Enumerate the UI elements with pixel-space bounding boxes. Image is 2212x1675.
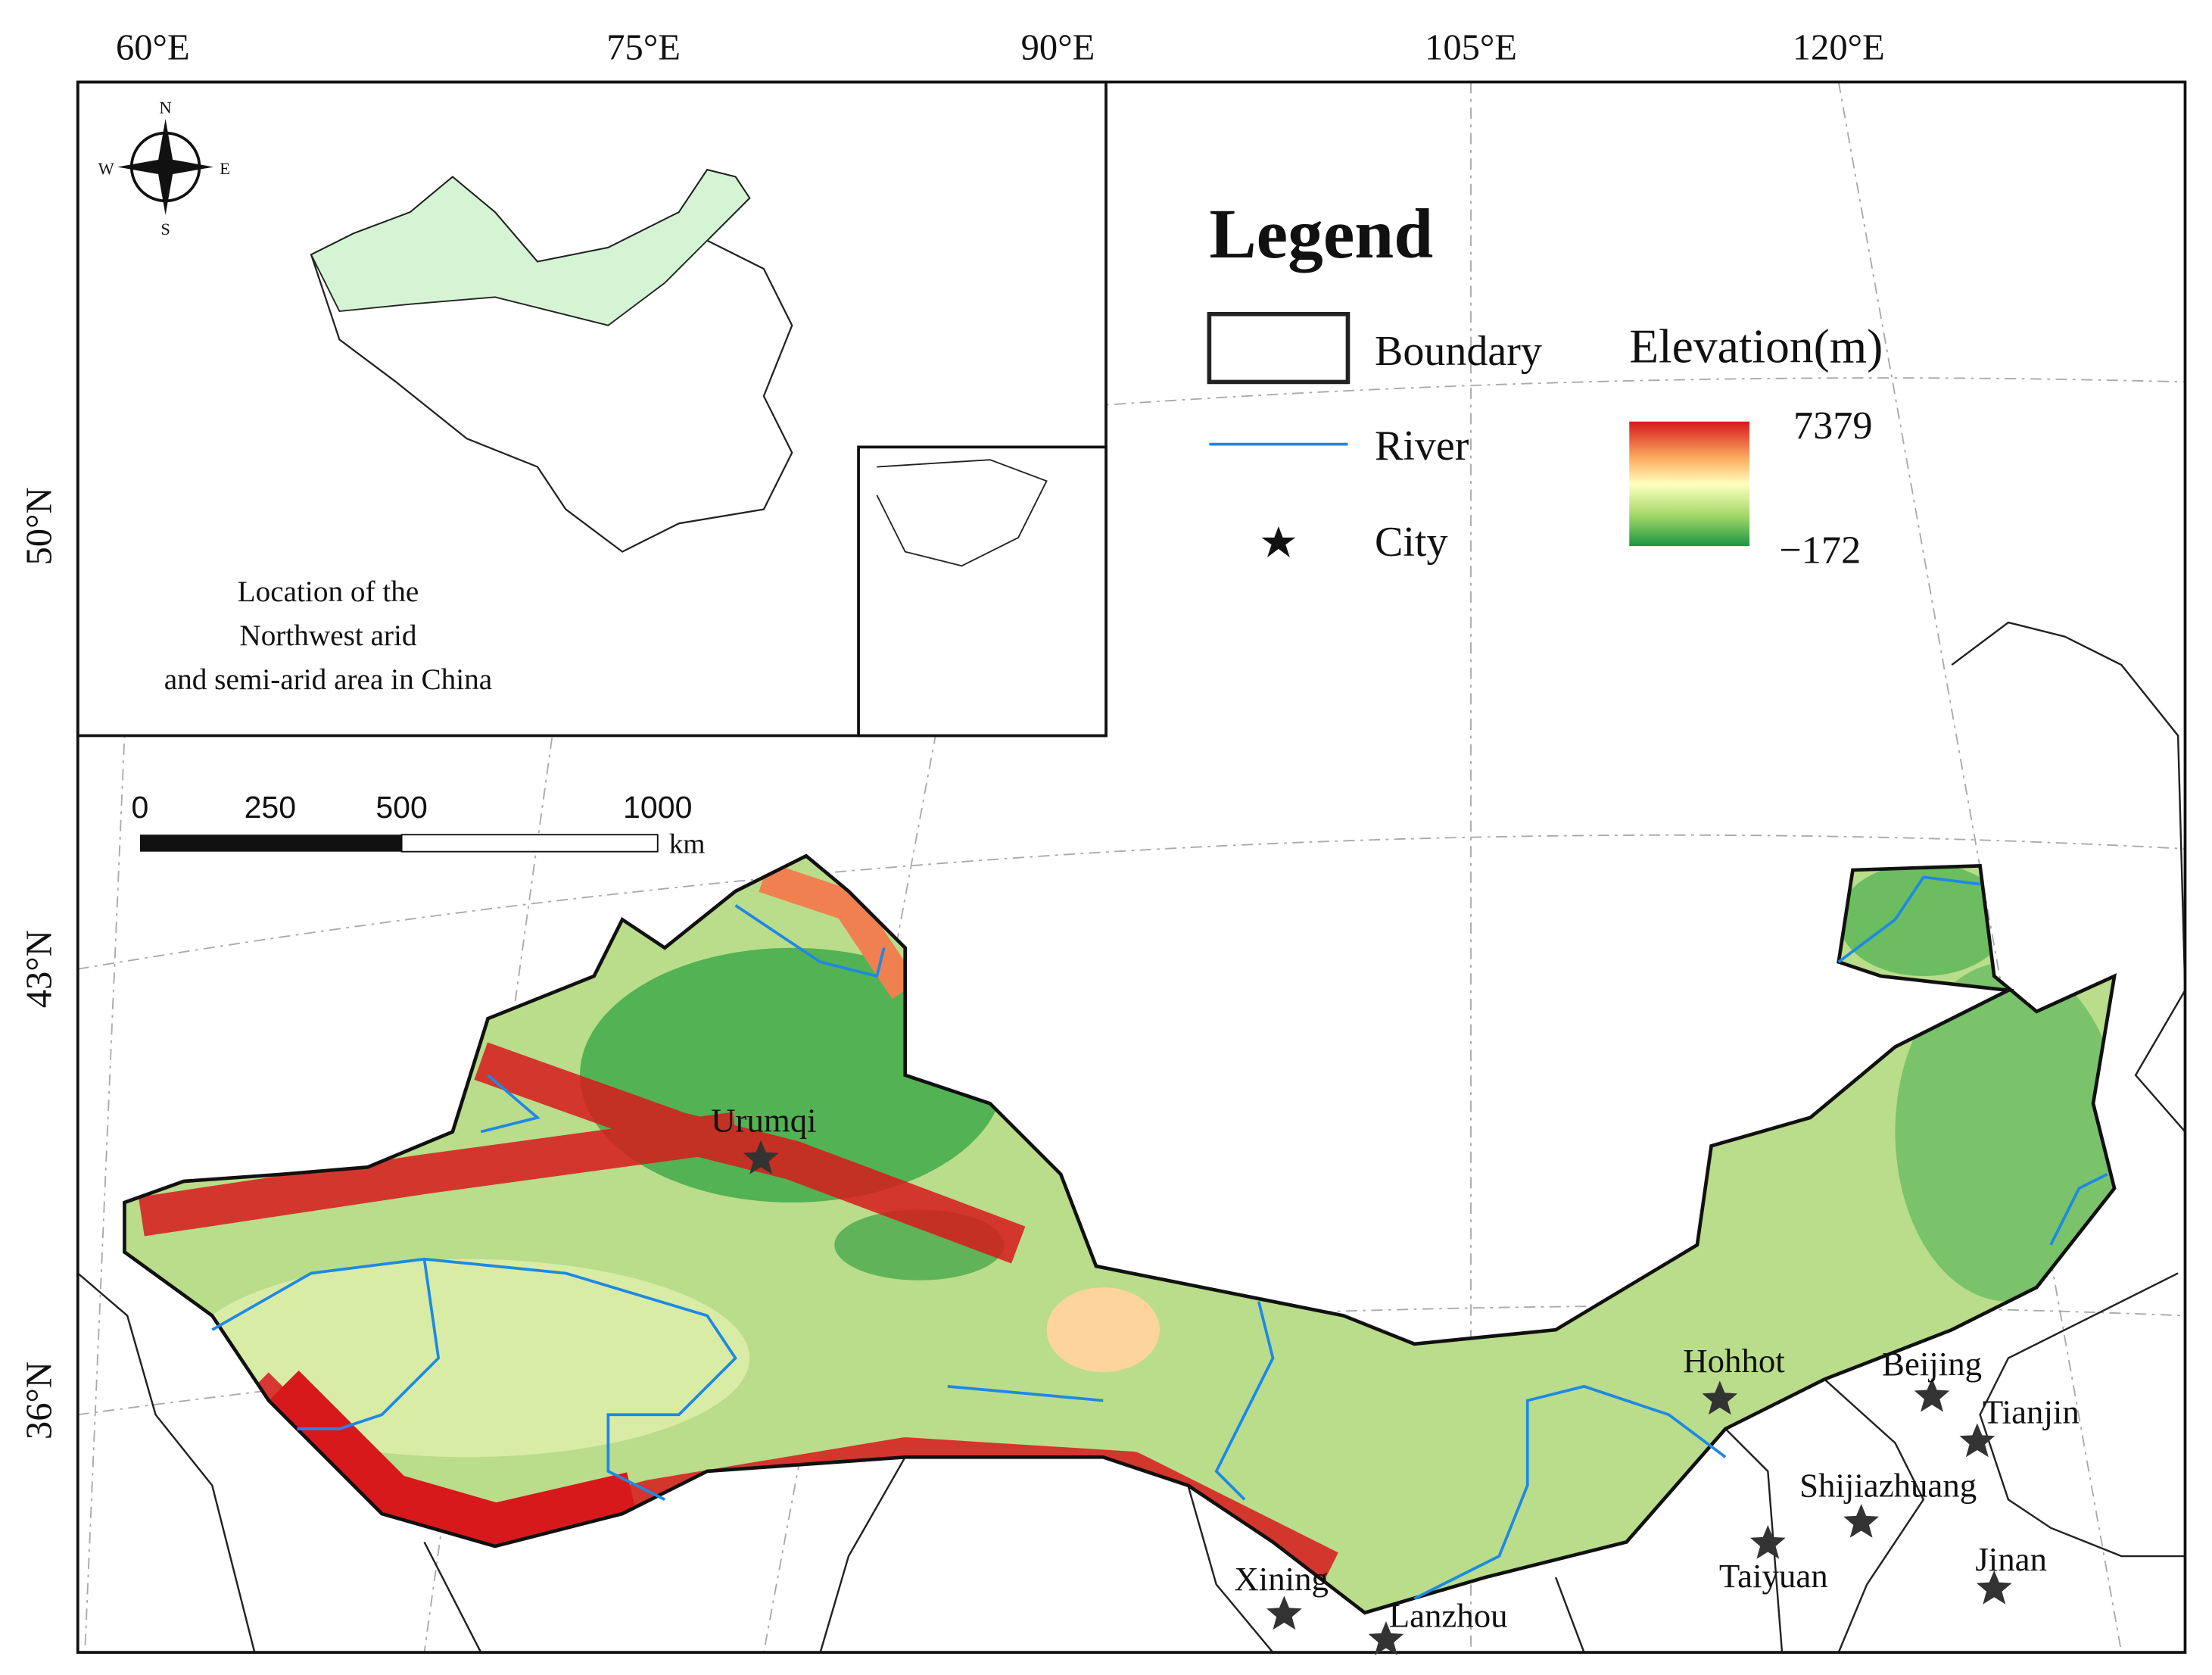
- legend: Legend Boundary River City Elevation(m) …: [1207, 195, 1883, 572]
- map-frame: [76, 80, 2187, 1654]
- compass-s: S: [160, 220, 170, 239]
- inset-caption: and semi-arid area in China: [164, 663, 492, 696]
- scale-label: 1000: [623, 790, 692, 825]
- scale-bar: 0 250 500 1000 km: [132, 790, 706, 860]
- city-label: Lanzhou: [1389, 1596, 1508, 1634]
- inset-coast: [876, 459, 1048, 567]
- city-label: Tianjin: [1983, 1393, 2080, 1430]
- city-marker: [1959, 1423, 1995, 1458]
- city-label: Jinan: [1975, 1540, 2047, 1578]
- compass-e: E: [220, 159, 230, 178]
- scale-label: 250: [245, 790, 297, 825]
- inset-caption: Northwest arid: [239, 619, 417, 652]
- legend-elevation-max: 7379: [1793, 404, 1873, 448]
- city-label: Hohhot: [1683, 1342, 1785, 1380]
- legend-title: Legend: [1209, 195, 1433, 273]
- city-marker: [1266, 1595, 1302, 1630]
- city-label: Beijing: [1882, 1345, 1982, 1383]
- latitude-label: 36°N: [18, 1362, 59, 1440]
- city-label: Urumqi: [711, 1102, 816, 1140]
- city-label: Xining: [1234, 1560, 1329, 1598]
- city-marker: [1843, 1503, 1879, 1538]
- legend-elevation-min: −172: [1779, 529, 1861, 572]
- city-marker: [1368, 1621, 1404, 1655]
- latitude-label: 50°N: [18, 487, 59, 565]
- inset-south-sea: [857, 445, 1108, 738]
- city-marker: [1702, 1380, 1738, 1415]
- legend-boundary-swatch: [1207, 311, 1351, 385]
- legend-city-swatch: [1261, 526, 1296, 558]
- city-marker: [1749, 1524, 1786, 1559]
- longitude-label: 120°E: [1793, 27, 1885, 67]
- longitude-label: 75°E: [606, 27, 681, 67]
- compass-n: N: [160, 98, 172, 117]
- legend-city: City: [1375, 519, 1448, 566]
- city-marker: [1914, 1377, 1950, 1412]
- longitude-label: 90°E: [1021, 27, 1095, 67]
- longitude-label: 105°E: [1425, 27, 1517, 67]
- scale-unit: km: [669, 829, 706, 860]
- legend-river: River: [1375, 423, 1469, 469]
- legend-boundary: Boundary: [1375, 328, 1542, 375]
- inset-study-area: [310, 169, 751, 326]
- city-label: Shijiazhuang: [1799, 1467, 1977, 1505]
- scale-label: 500: [375, 790, 428, 825]
- compass: N S E W: [98, 98, 230, 239]
- legend-elevation-title: Elevation(m): [1629, 319, 1883, 373]
- longitude-label: 60°E: [116, 27, 190, 67]
- inset-caption: Location of the: [238, 575, 419, 608]
- scale-label: 0: [132, 790, 149, 825]
- city-label: Taiyuan: [1719, 1557, 1828, 1595]
- city-marker: [743, 1140, 779, 1174]
- legend-elevation-ramp: [1629, 421, 1750, 547]
- latitude-label: 43°N: [18, 930, 59, 1008]
- coordinate-labels: 60°E 75°E 90°E 105°E 120°E 50°N 43°N 36°N: [18, 27, 1884, 1440]
- city-marker: [1976, 1570, 2012, 1605]
- rivers: [211, 875, 2108, 1600]
- compass-w: W: [98, 159, 115, 178]
